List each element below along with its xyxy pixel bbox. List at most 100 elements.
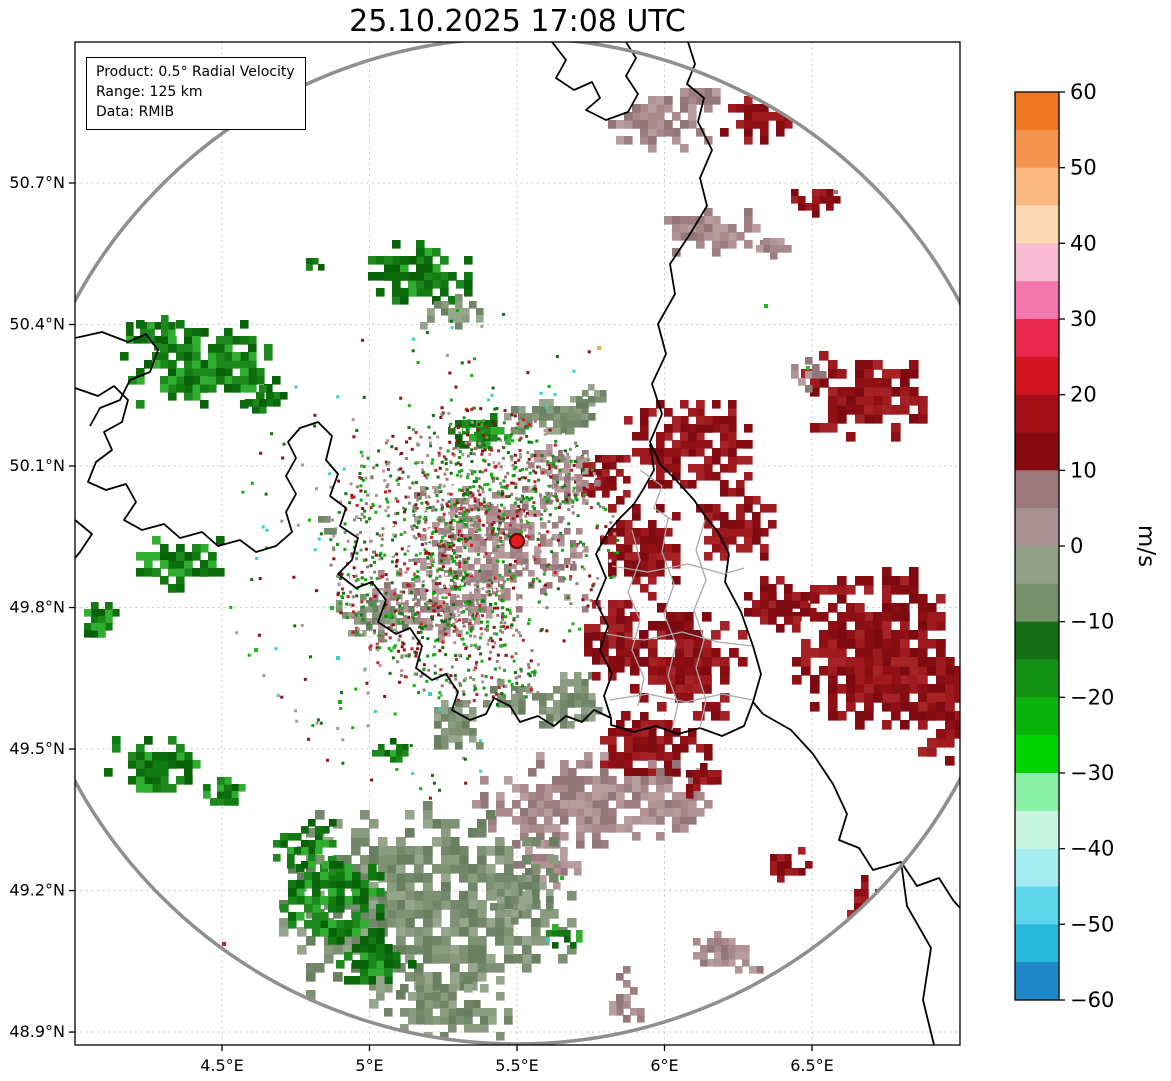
colorbar-segment [1015,621,1059,660]
colorbar-segment [1015,432,1059,471]
radar-echo-region [546,924,583,949]
colorbar-segment [1015,962,1059,1001]
radar-echo-region [245,385,288,414]
lat-tick-label: 50.1°N [9,456,65,475]
radar-echo-region [472,752,649,849]
colorbar-tick-label: 50 [1070,156,1097,180]
colorbar-segment [1015,735,1059,774]
radar-echo-region [539,672,603,729]
radar-spot [546,938,550,942]
radar-spot [597,346,601,350]
colorbar-segment [1015,356,1059,396]
colorbar-segment [1015,167,1059,206]
radar-echo-region [434,700,491,750]
radar-echo-region [686,763,722,799]
radar-echo-region [744,576,817,633]
province-border [609,693,754,703]
radar-echo-region [792,567,960,730]
colorbar-tick-label: 60 [1070,80,1097,104]
colorbar-tick-label: −50 [1070,912,1114,936]
radar-echo-region [273,819,344,876]
radar-spot [336,656,340,660]
lat-tick-label: 50.4°N [9,315,65,334]
colorbar-tick-label: −10 [1070,610,1114,634]
radar-echo-region [120,320,281,409]
radar-echo-region [693,931,764,974]
country-border [649,42,713,517]
radar-spot [338,700,342,704]
colorbar-segment [1015,546,1059,585]
lon-tick-label: 4.5°E [200,1056,244,1075]
radar-spot [806,366,810,370]
radar-echo-region [318,516,337,535]
product-info-box: Product: 0.5° Radial Velocity Range: 125… [86,57,306,130]
country-border [900,861,935,1045]
radar-echo-region [376,976,513,1044]
country-border [704,515,764,715]
radar-site-marker [509,533,525,549]
radar-echo-region [624,400,753,489]
lon-tick-label: 5.5°E [495,1056,539,1075]
country-border [75,385,612,727]
colorbar-tick-label: 0 [1070,534,1083,558]
colorbar-segment [1015,243,1059,282]
country-border [595,443,655,719]
radar-echo-region [720,88,817,145]
radar-spot [834,190,838,194]
radar-spot [330,606,334,610]
lon-tick-label: 6.5°E [790,1056,834,1075]
range-circle [75,42,960,1045]
colorbar-segment [1015,697,1059,736]
radar-echo-region [504,399,596,435]
radar-echo-region [366,570,493,643]
radar-spot [560,876,564,880]
colorbar-tick-label: 10 [1070,458,1097,482]
colorbar-segment [1015,848,1059,887]
radar-echo-region [336,936,417,985]
colorbar-segment [1015,583,1059,623]
colorbar-tick-label: 30 [1070,307,1097,331]
radar-echo-region [696,488,777,561]
radar-echo-region [136,536,225,593]
radar-spot [254,648,258,652]
radar-echo-region [616,760,713,841]
colorbar-tick-label: 40 [1070,231,1097,255]
range-line: Range: 125 km [96,83,203,100]
product-line: Product: 0.5° Radial Velocity [96,64,295,80]
lon-tick-label: 5°E [355,1056,383,1075]
radar-echo-region [600,496,681,601]
colorbar-tick-label: −20 [1070,685,1114,709]
colorbar-segment [1015,129,1059,169]
country-border [551,42,639,121]
radar-speckle-field [408,436,620,657]
country-border [610,701,754,737]
province-border [611,563,745,575]
colorbar-tick-label: −60 [1070,988,1114,1012]
radar-echo-region [801,351,928,442]
radar-echo-region [368,240,473,305]
radar-echo-region [600,712,713,785]
radar-spot [428,692,432,696]
figure-title: 25.10.2025 17:08 UTC [349,4,686,39]
lat-tick-label: 49.5°N [9,739,65,758]
colorbar-tick-label: −40 [1070,837,1114,861]
colorbar: 60 50 40 30 20 10 0 −10 −20 −30 −40 −50 −60 [1014,80,1114,1012]
colorbar-tick-label: 20 [1070,383,1097,407]
province-border [605,631,753,647]
radar-echo-region [791,189,841,218]
colorbar-segment [1015,205,1059,244]
radar-echo-region [84,602,120,638]
colorbar-segment [1015,886,1059,925]
radar-spot [222,942,226,946]
radar-echo-region [756,238,792,260]
colorbar-segment [1015,659,1059,698]
colorbar-segment [1015,281,1059,320]
radar-echo-region [609,966,645,1023]
colorbar-tick-label: −30 [1070,761,1114,785]
colorbar-segment [1015,773,1059,812]
colorbar-segment [1015,810,1059,850]
radar-echo-region [680,88,721,113]
province-border [693,519,707,729]
radar-echo-region [104,736,201,793]
radar-speckle-field [229,308,591,800]
